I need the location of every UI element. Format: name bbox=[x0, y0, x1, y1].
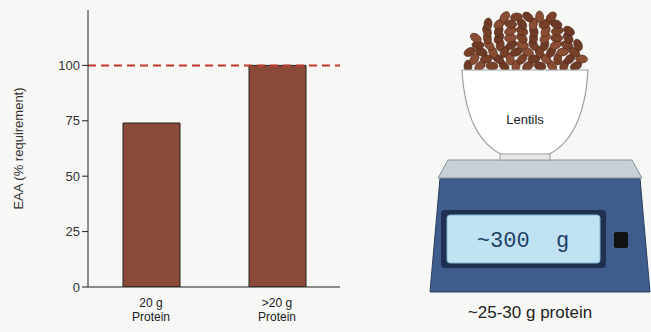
svg-text:~300 g: ~300 g bbox=[477, 229, 569, 254]
svg-text:20 gProtein: 20 gProtein bbox=[132, 296, 170, 324]
svg-text:100: 100 bbox=[58, 58, 80, 73]
svg-text:50: 50 bbox=[66, 169, 80, 184]
svg-text:EAA (% requirement): EAA (% requirement) bbox=[11, 87, 26, 209]
svg-text:75: 75 bbox=[66, 113, 80, 128]
svg-text:~25-30 g protein: ~25-30 g protein bbox=[468, 303, 592, 322]
svg-text:Lentils: Lentils bbox=[506, 112, 544, 127]
svg-text:0: 0 bbox=[73, 280, 80, 295]
svg-text:>20 gProtein: >20 gProtein bbox=[258, 296, 296, 324]
svg-text:25: 25 bbox=[66, 224, 80, 239]
